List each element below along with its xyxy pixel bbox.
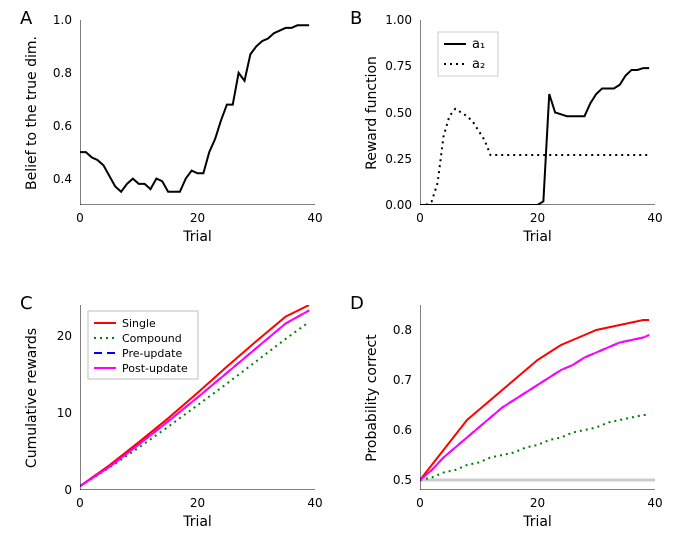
ytick-label: 0.7 xyxy=(393,373,412,387)
xtick-label: 40 xyxy=(307,211,322,225)
legend-item-label: Compound xyxy=(122,332,182,345)
ylabel: Reward function xyxy=(364,56,380,170)
axes-spines xyxy=(80,20,315,205)
series-a2 xyxy=(420,109,649,205)
xtick-label: 20 xyxy=(190,211,205,225)
panel-label-B: B xyxy=(350,8,362,29)
plot-D xyxy=(420,305,655,490)
ytick-label: 0 xyxy=(64,483,72,497)
legend-item-label: a₂ xyxy=(472,57,485,72)
xtick-label: 0 xyxy=(76,211,84,225)
legend: a₁ a₂ xyxy=(438,32,498,76)
xtick-label: 20 xyxy=(530,496,545,510)
ylabel: Belief to the true dim. xyxy=(24,36,40,190)
xtick-label: 0 xyxy=(76,496,84,510)
ytick-label: 0.8 xyxy=(53,66,72,80)
series-a1 xyxy=(420,68,649,205)
ytick-label: 0.00 xyxy=(385,198,412,212)
xtick-label: 0 xyxy=(416,496,424,510)
ytick-label: 0.50 xyxy=(385,106,412,120)
xtick-label: 20 xyxy=(530,211,545,225)
ytick-label: 20 xyxy=(57,329,72,343)
xtick-label: 0 xyxy=(416,211,424,225)
figure: A 0 20 40 0.4 0.6 0.8 1.0 Trial Belief to the tru… xyxy=(0,0,685,560)
ytick-label: 1.00 xyxy=(385,13,412,27)
legend-item-label: Post-update xyxy=(122,362,188,375)
plot-A xyxy=(80,20,315,205)
plot-B: a₁ a₂ xyxy=(420,20,655,205)
legend-item-label: Single xyxy=(122,317,156,330)
xtick-label: 40 xyxy=(647,496,662,510)
xlabel: Trial xyxy=(523,229,552,245)
ytick-label: 1.0 xyxy=(53,13,72,27)
ylabel: Cumulative rewards xyxy=(24,327,40,467)
panel-label-D: D xyxy=(350,293,364,314)
xtick-label: 20 xyxy=(190,496,205,510)
legend: Single Compound Pre-update Post-update xyxy=(88,311,198,379)
ytick-label: 0.6 xyxy=(393,423,412,437)
ytick-label: 0.8 xyxy=(393,323,412,337)
series-belief xyxy=(80,25,309,192)
legend-item-label: Pre-update xyxy=(122,347,182,360)
series-postupdate xyxy=(420,335,649,480)
xlabel: Trial xyxy=(183,229,212,245)
series-preupdate xyxy=(420,335,649,480)
ytick-label: 0.75 xyxy=(385,59,412,73)
legend-item-label: a₁ xyxy=(472,37,485,52)
ytick-label: 0.5 xyxy=(393,473,412,487)
ytick-label: 0.6 xyxy=(53,119,72,133)
panel-label-A: A xyxy=(20,8,32,29)
xlabel: Trial xyxy=(523,514,552,530)
ytick-label: 10 xyxy=(57,406,72,420)
ytick-label: 0.4 xyxy=(53,172,72,186)
ylabel: Probability correct xyxy=(364,334,380,461)
plot-C: Single Compound Pre-update Post-update xyxy=(80,305,315,490)
xtick-label: 40 xyxy=(647,211,662,225)
axes-spines xyxy=(420,305,655,490)
xtick-label: 40 xyxy=(307,496,322,510)
ytick-label: 0.25 xyxy=(385,152,412,166)
xlabel: Trial xyxy=(183,514,212,530)
panel-label-C: C xyxy=(20,293,33,314)
